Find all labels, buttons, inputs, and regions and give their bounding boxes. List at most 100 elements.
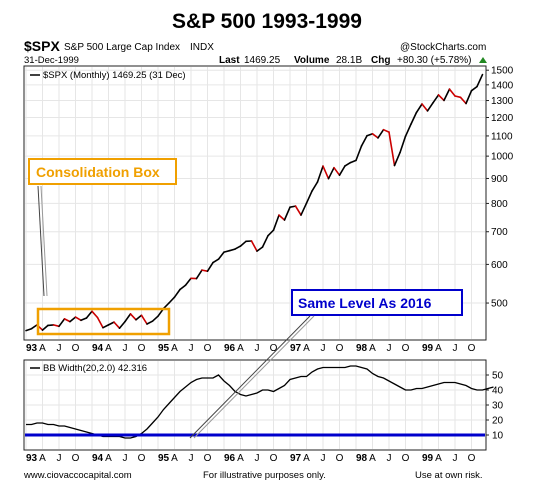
price-y-tick-label: 1000	[491, 152, 514, 163]
price-x-tick-label: J	[255, 343, 260, 354]
price-segment	[426, 102, 434, 112]
price-segment	[322, 165, 330, 180]
price-y-tick-label: 800	[491, 199, 508, 210]
price-segment	[360, 134, 368, 147]
price-segment	[404, 123, 412, 138]
price-x-tick-label: 99	[422, 343, 434, 354]
price-segment	[256, 246, 264, 252]
price-segment	[333, 166, 341, 176]
footer-right: Use at own risk.	[415, 470, 483, 481]
price-y-tick-label: 1400	[491, 80, 514, 91]
bbwidth-y-tick-label: 20	[492, 416, 504, 427]
same-level-pointer-shadow	[193, 315, 315, 439]
same-level-pointer	[189, 315, 311, 439]
price-x-tick-label: A	[435, 343, 442, 354]
price-segment	[382, 128, 390, 133]
price-x-tick-label: J	[453, 343, 458, 354]
price-x-tick-label: O	[402, 343, 410, 354]
price-x-tick-label: A	[105, 343, 112, 354]
price-segment	[151, 315, 159, 323]
bbwidth-x-tick-label: J	[189, 453, 194, 464]
price-segment	[371, 133, 379, 139]
price-segment	[201, 269, 209, 273]
bbwidth-y-tick-label: 50	[492, 371, 504, 382]
bbwidth-x-tick-label: O	[468, 453, 476, 464]
price-segment	[410, 111, 418, 125]
bbwidth-x-tick-label: J	[255, 453, 260, 464]
price-segment	[355, 145, 363, 162]
consolidation-label: Consolidation Box	[36, 164, 160, 180]
volume-label: Volume	[294, 55, 330, 66]
price-x-tick-label: A	[303, 343, 310, 354]
consolidation-pointer-shadow	[40, 185, 48, 297]
index-name: S&P 500 Large Cap Index	[64, 42, 180, 53]
exchange-label: INDX	[190, 42, 214, 53]
price-segment	[344, 161, 352, 167]
price-segment	[30, 324, 38, 330]
price-segment	[305, 190, 313, 204]
price-segment	[470, 85, 478, 92]
price-segment	[85, 310, 93, 319]
price-legend: $SPX (Monthly) 1469.25 (31 Dec)	[43, 70, 186, 81]
price-segment	[338, 165, 346, 176]
price-segment	[217, 251, 225, 261]
price-segment	[195, 269, 203, 280]
price-segment	[162, 302, 170, 310]
bbwidth-x-tick-label: 99	[422, 453, 434, 464]
bbwidth-x-tick-label: J	[57, 453, 62, 464]
price-segment	[223, 249, 231, 253]
bbwidth-x-tick-label: 97	[290, 453, 302, 464]
price-segment	[294, 205, 302, 216]
price-x-tick-label: 95	[158, 343, 170, 354]
price-segment	[129, 313, 137, 321]
price-segment	[234, 245, 242, 250]
bbwidth-x-tick-label: 98	[356, 453, 368, 464]
bbwidth-x-tick-label: J	[123, 453, 128, 464]
price-segment	[80, 317, 88, 322]
price-x-tick-label: 96	[224, 343, 236, 354]
price-segment	[69, 316, 77, 323]
last-value: 1469.25	[244, 55, 281, 66]
price-y-tick-label: 1100	[491, 131, 513, 142]
footer-left: www.ciovaccocapital.com	[23, 470, 132, 481]
price-x-tick-label: O	[270, 343, 278, 354]
price-x-tick-label: A	[237, 343, 244, 354]
price-segment	[47, 324, 55, 327]
price-segment	[272, 214, 280, 231]
bbwidth-x-tick-label: 94	[92, 453, 104, 464]
price-segment	[311, 181, 319, 192]
price-segment	[476, 73, 484, 88]
price-segment	[465, 89, 473, 105]
price-x-tick-label: O	[468, 343, 476, 354]
price-segment	[250, 240, 258, 252]
price-segment	[91, 310, 99, 319]
price-segment	[393, 151, 401, 167]
price-segment	[283, 206, 291, 221]
price-segment	[327, 166, 335, 180]
bbwidth-x-tick-label: J	[387, 453, 392, 464]
bbwidth-y-tick-label: 30	[492, 401, 504, 412]
price-y-tick-label: 600	[491, 260, 508, 271]
price-segment	[118, 320, 126, 330]
price-segment	[443, 88, 451, 102]
price-x-tick-label: J	[123, 343, 128, 354]
bbwidth-x-tick-label: O	[270, 453, 278, 464]
price-segment	[52, 324, 60, 328]
price-segment	[454, 95, 462, 99]
bbwidth-x-tick-label: A	[105, 453, 112, 464]
same-level-label: Same Level As 2016	[298, 295, 432, 311]
bbwidth-x-tick-label: A	[237, 453, 244, 464]
price-x-tick-label: 93	[26, 343, 38, 354]
bbwidth-x-tick-label: 96	[224, 453, 236, 464]
price-segment	[432, 94, 440, 104]
price-segment	[415, 103, 423, 114]
volume-value: 28.1B	[336, 55, 362, 66]
price-segment	[228, 248, 236, 252]
price-x-tick-label: J	[57, 343, 62, 354]
price-segment	[184, 277, 192, 287]
price-segment	[316, 165, 324, 183]
price-x-tick-label: A	[369, 343, 376, 354]
price-y-tick-label: 1200	[491, 113, 514, 124]
